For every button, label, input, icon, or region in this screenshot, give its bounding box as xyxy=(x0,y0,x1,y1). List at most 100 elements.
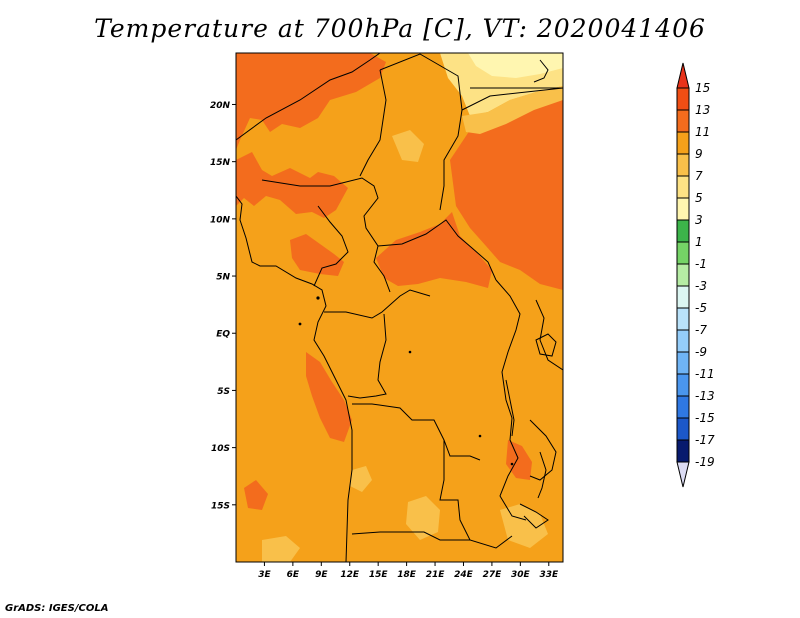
colorbar-label: -7 xyxy=(695,323,707,337)
lon-tick-label: 3E xyxy=(258,570,271,580)
cool-patch-ne-corner xyxy=(468,53,563,78)
colorbar-swatch xyxy=(676,241,690,265)
latitude-axis: 20N 15N 10N 5N EQ 5S 10S 15S xyxy=(210,101,236,511)
colorbar-label: -3 xyxy=(695,279,707,293)
warm-region-car xyxy=(376,212,492,288)
lat-tick-label: 5N xyxy=(216,273,230,283)
colorbar-label: -15 xyxy=(695,411,715,425)
border-mali-niger xyxy=(359,69,387,177)
border-tanzania xyxy=(529,419,557,481)
lon-tick-label: 12E xyxy=(340,570,360,580)
warm-region-sahara-west xyxy=(236,53,386,150)
lake-tanganyika xyxy=(505,379,515,437)
island-bioko xyxy=(316,296,320,300)
border-congo-drc xyxy=(347,313,387,399)
colorbar-label: 7 xyxy=(695,169,703,183)
colorbar-label: -19 xyxy=(695,455,715,469)
lake-malawi xyxy=(537,451,547,499)
lat-tick-label: 10N xyxy=(210,215,231,225)
colorbar-top-arrow xyxy=(676,62,690,89)
island-sao-tome xyxy=(298,322,302,326)
lon-tick-label: 9E xyxy=(315,570,328,580)
colorbar-label: 11 xyxy=(695,125,710,139)
border-mozambique xyxy=(519,503,549,529)
lon-tick-label: 27E xyxy=(483,570,503,580)
colorbar-swatch xyxy=(676,109,690,133)
border-niger-chad xyxy=(379,53,463,211)
colorbar-label: -17 xyxy=(695,433,715,447)
border-zambia-south xyxy=(351,531,470,541)
border-egypt-sudan xyxy=(461,87,563,111)
border-chad-car xyxy=(377,219,497,281)
warm-region-south-central xyxy=(244,480,268,510)
cool-patch-south-2 xyxy=(500,504,548,548)
warm-region-congo-coast xyxy=(306,352,352,442)
lon-tick-label: 15E xyxy=(369,570,389,580)
warm-region-sudan xyxy=(450,88,563,290)
cool-patch-south-1 xyxy=(406,496,440,540)
colorbar-swatch xyxy=(676,285,690,309)
colorbar-label: -9 xyxy=(695,345,707,359)
border-drc-east xyxy=(495,279,527,521)
longitude-axis: 3E 6E 9E 12E 15E 18E 21E 24E 27E 30E 33E xyxy=(258,562,559,580)
map-frame xyxy=(235,52,564,563)
colorbar-label: -5 xyxy=(695,301,707,315)
colorbar-swatch xyxy=(676,219,690,243)
colorbar-swatch xyxy=(676,175,690,199)
lon-tick-label: 6E xyxy=(287,570,300,580)
colorbar-swatch xyxy=(676,87,690,111)
colorbar-swatch xyxy=(676,329,690,353)
cool-patch-nile xyxy=(462,86,563,134)
colorbar-label: -1 xyxy=(695,257,707,271)
colorbar-label: 5 xyxy=(695,191,703,205)
lat-tick-label: 10S xyxy=(211,444,230,454)
lake-victoria xyxy=(535,333,557,357)
border-nigeria-cameroon xyxy=(313,205,349,287)
border-uganda-kenya xyxy=(535,299,563,371)
cool-patch-angola xyxy=(350,466,372,492)
lat-tick-label: EQ xyxy=(216,330,230,340)
colorbar-swatch xyxy=(676,373,690,397)
border-angola-zambia xyxy=(439,440,513,549)
colorbar-label: 9 xyxy=(695,147,703,161)
colorbar-swatch xyxy=(676,307,690,331)
lat-tick-label: 20N xyxy=(210,101,231,111)
lake-mark-2 xyxy=(478,434,482,438)
colorbar-label: 1 xyxy=(695,235,703,249)
colorbar-label: -13 xyxy=(695,389,715,403)
lake-mark-1 xyxy=(408,350,412,354)
colorbar-swatch xyxy=(676,417,690,441)
border-mauritania-mali xyxy=(236,53,381,141)
border-sahel-south xyxy=(261,177,391,293)
warm-region-east-africa xyxy=(506,440,532,480)
colorbar-swatch xyxy=(676,153,690,177)
temperature-map-panel xyxy=(235,52,564,563)
lon-tick-label: 30E xyxy=(511,570,531,580)
temperature-fields xyxy=(236,53,563,562)
lat-tick-label: 15S xyxy=(211,501,230,511)
colorbar-swatch xyxy=(676,263,690,287)
colorbar-swatch-darkest xyxy=(676,439,690,463)
boundaries xyxy=(236,53,563,562)
lon-tick-label: 21E xyxy=(426,570,446,580)
cool-patch-chad xyxy=(392,130,424,162)
lat-tick-label: 5S xyxy=(217,387,230,397)
colorbar-swatch xyxy=(676,351,690,375)
chart-title: Temperature at 700hPa [C], VT: 202004140… xyxy=(94,14,706,43)
colorbar-label: 3 xyxy=(695,213,703,227)
colorbar-bottom-arrow xyxy=(676,461,690,488)
border-sudan-ethiopia xyxy=(533,59,549,83)
border-gabon-congo xyxy=(324,289,431,319)
colorbar-label: 13 xyxy=(695,103,710,117)
cool-patch-southwest xyxy=(262,536,300,562)
lake-mark-3 xyxy=(510,462,514,466)
border-drc-angola xyxy=(352,403,481,461)
colorbar-label: 15 xyxy=(695,81,710,95)
island-marks xyxy=(298,296,514,466)
colorbar-swatch xyxy=(676,197,690,221)
lon-tick-label: 33E xyxy=(539,570,559,580)
colorbar: 15 13 11 9 7 5 3 1 -1 -3 -5 -7 -9 -11 -13 -15 -17 -19 xyxy=(676,62,715,488)
lon-tick-label: 24E xyxy=(454,570,474,580)
colorbar-label: -11 xyxy=(695,367,715,381)
